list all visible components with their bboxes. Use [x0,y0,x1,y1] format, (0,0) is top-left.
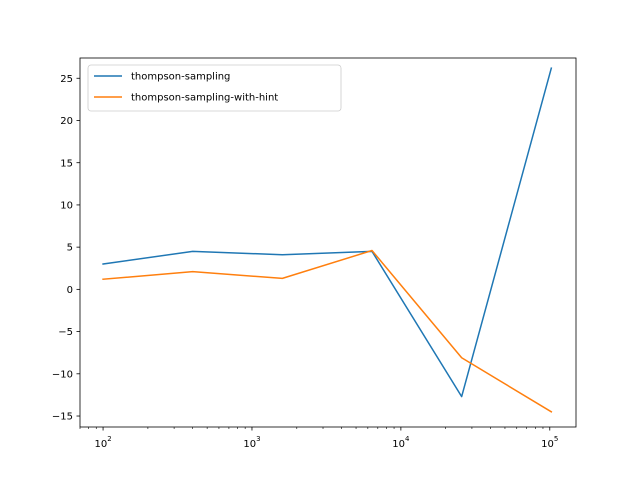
x-tick-label: 102 [94,435,111,450]
x-tick-label-base: 10 [243,439,256,450]
x-tick-label-base: 10 [392,439,405,450]
series-layer [102,67,553,413]
legend-box [87,64,342,112]
x-tick-label-base: 10 [541,439,554,450]
x-tick-label-base: 10 [94,439,107,450]
x-tick-label: 104 [392,435,410,450]
y-tick-label: 10 [60,201,73,212]
series-line-1 [102,249,553,413]
x-tick-label: 103 [243,435,260,450]
x-tick-label-exponent: 4 [405,435,410,443]
x-tick-label: 105 [541,435,558,450]
y-tick-label: 5 [67,243,73,254]
y-axis: −15 −10 −5 0 5 10 15 20 25 [52,74,80,423]
legend: thompson-sampling thompson-sampling-with-… [87,64,342,112]
y-tick-label: −15 [52,412,73,423]
x-tick-label-exponent: 3 [256,435,260,443]
y-tick-label: −5 [58,327,73,338]
plot-frame [79,57,577,428]
legend-label-0: thompson-sampling [131,72,230,83]
x-tick-label-exponent: 2 [107,435,111,443]
series-line-0 [102,67,553,398]
x-tick-label-exponent: 5 [554,435,558,443]
x-axis: 102 103 104 105 [79,427,558,450]
y-tick-label: 25 [60,74,73,85]
y-tick-label: 20 [60,116,73,127]
y-tick-label: 0 [67,285,73,296]
legend-label-1: thompson-sampling-with-hint [131,93,278,104]
y-tick-label: −10 [52,369,73,380]
y-tick-label: 15 [60,158,73,169]
